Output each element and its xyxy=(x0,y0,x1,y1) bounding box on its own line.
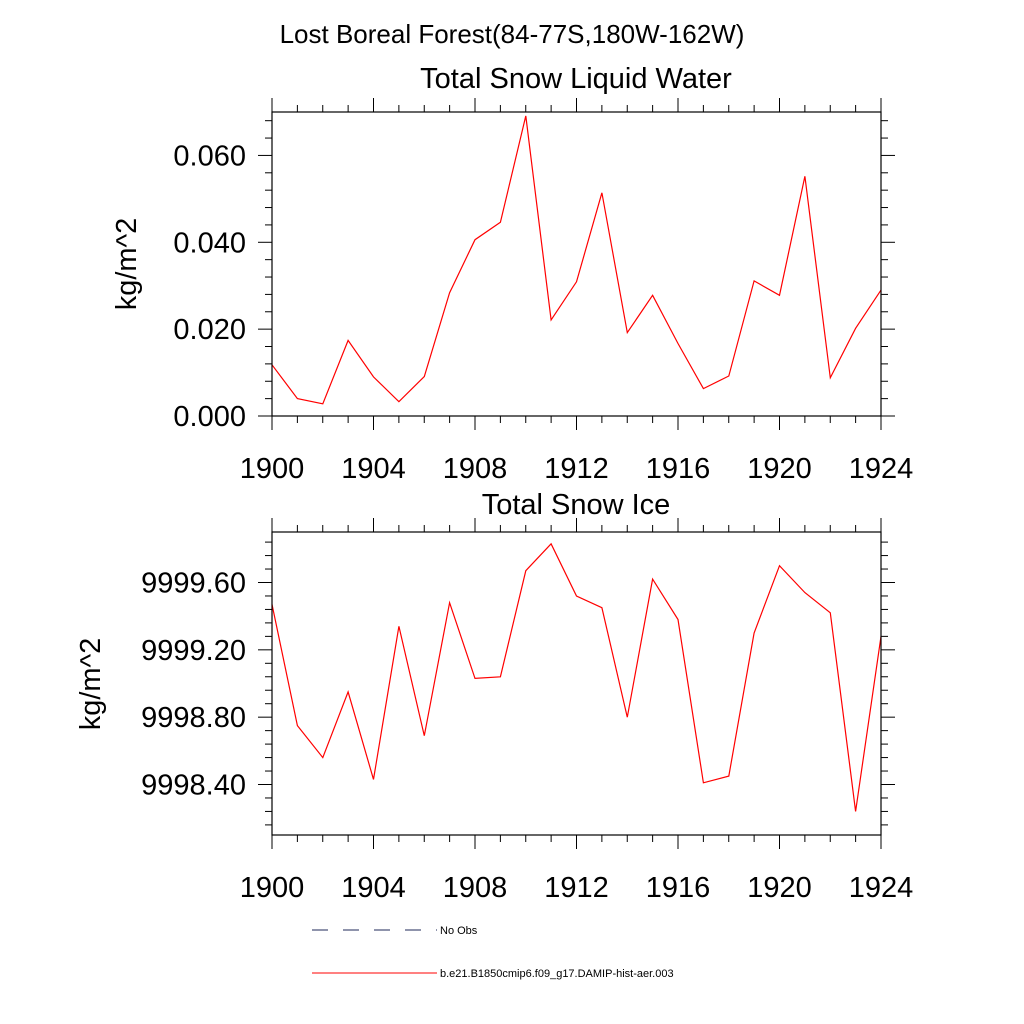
x-tick-label: 1924 xyxy=(849,453,914,485)
x-tick-label: 1908 xyxy=(443,872,508,904)
x-tick-label: 1904 xyxy=(341,872,406,904)
series-line xyxy=(271,542,882,812)
panel-snow-ice: Total Snow Ice kg/m^2 9998.40 9998.80 9999… xyxy=(75,489,913,904)
y-tick-label: 9998.80 xyxy=(141,702,246,734)
x-tick-label: 1924 xyxy=(849,872,914,904)
y-axis-label: kg/m^2 xyxy=(111,218,143,311)
y-tick-labels: 0.000 0.020 0.040 0.060 xyxy=(173,140,246,433)
y-tick-label: 0.000 xyxy=(173,401,246,433)
plot-lines xyxy=(271,115,882,405)
y-tick-label: 9998.40 xyxy=(141,770,246,802)
axis-ticks xyxy=(258,518,895,849)
plot-lines xyxy=(271,542,882,812)
x-tick-labels: 1900 1904 1908 1912 1916 1920 1924 xyxy=(240,453,914,485)
legend: No Obs b.e21.B1850cmip6.f09_g17.DAMIP-hi… xyxy=(312,925,674,980)
legend-label-no-obs: No Obs xyxy=(440,925,478,937)
x-tick-label: 1912 xyxy=(544,453,609,485)
x-tick-label: 1900 xyxy=(240,453,305,485)
x-tick-label: 1916 xyxy=(646,453,711,485)
y-tick-labels: 9998.40 9998.80 9999.20 9999.60 xyxy=(141,568,246,802)
x-tick-labels: 1900 1904 1908 1912 1916 1920 1924 xyxy=(240,872,914,904)
x-tick-label: 1900 xyxy=(240,872,305,904)
y-tick-label: 0.060 xyxy=(173,140,246,172)
x-tick-label: 1920 xyxy=(747,872,812,904)
plot-frame xyxy=(271,111,882,417)
y-axis-label: kg/m^2 xyxy=(75,638,107,731)
y-tick-label: 9999.60 xyxy=(141,568,246,600)
y-tick-label: 0.040 xyxy=(173,227,246,259)
y-tick-label: 9999.20 xyxy=(141,635,246,667)
x-tick-label: 1920 xyxy=(747,453,812,485)
x-tick-label: 1916 xyxy=(646,872,711,904)
x-tick-label: 1904 xyxy=(341,453,406,485)
panel-title: Total Snow Ice xyxy=(482,489,671,521)
legend-label-model: b.e21.B1850cmip6.f09_g17.DAMIP-hist-aer.… xyxy=(440,968,674,980)
y-tick-label: 0.020 xyxy=(173,314,246,346)
plot-frame xyxy=(271,531,882,836)
figure-suptitle: Lost Boreal Forest(84-77S,180W-162W) xyxy=(280,19,745,49)
panel-snow-liquid-water: Total Snow Liquid Water kg/m^2 0.000 0.02… xyxy=(111,63,913,485)
panel-title: Total Snow Liquid Water xyxy=(420,63,732,95)
x-tick-label: 1912 xyxy=(544,872,609,904)
series-line xyxy=(271,115,882,405)
axis-ticks xyxy=(258,98,895,430)
x-tick-label: 1908 xyxy=(443,453,508,485)
